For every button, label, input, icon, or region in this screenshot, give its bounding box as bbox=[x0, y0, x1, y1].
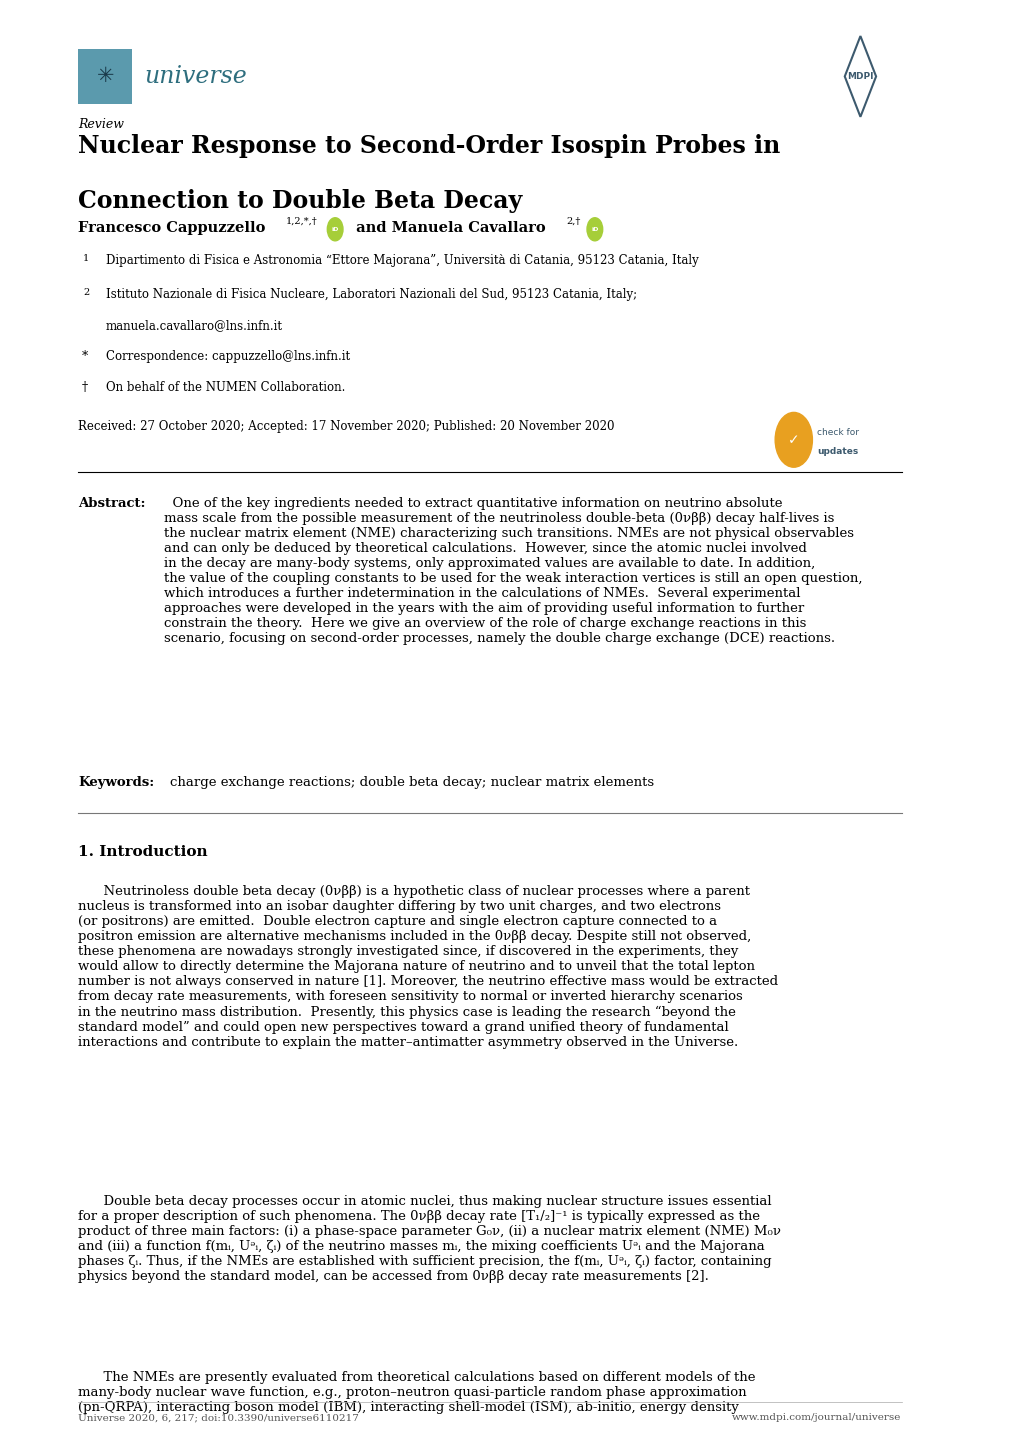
Text: *: * bbox=[82, 350, 88, 363]
Text: On behalf of the NUMEN Collaboration.: On behalf of the NUMEN Collaboration. bbox=[106, 381, 344, 394]
Text: †: † bbox=[82, 381, 88, 394]
Circle shape bbox=[774, 412, 811, 467]
Text: Neutrinoless double beta decay (0νββ) is a hypothetic class of nuclear processes: Neutrinoless double beta decay (0νββ) is… bbox=[78, 885, 777, 1048]
FancyBboxPatch shape bbox=[78, 49, 132, 104]
Text: The NMEs are presently evaluated from theoretical calculations based on differen: The NMEs are presently evaluated from th… bbox=[78, 1371, 755, 1415]
Text: check for: check for bbox=[816, 428, 858, 437]
Text: 1,2,*,†: 1,2,*,† bbox=[286, 216, 318, 225]
Text: iD: iD bbox=[591, 226, 598, 232]
Text: Istituto Nazionale di Fisica Nucleare, Laboratori Nazionali del Sud, 95123 Catan: Istituto Nazionale di Fisica Nucleare, L… bbox=[106, 288, 636, 301]
Text: ✓: ✓ bbox=[788, 433, 799, 447]
Text: manuela.cavallaro@lns.infn.it: manuela.cavallaro@lns.infn.it bbox=[106, 319, 282, 332]
Text: MDPI: MDPI bbox=[847, 72, 873, 81]
Text: Review: Review bbox=[78, 118, 124, 131]
Text: 1. Introduction: 1. Introduction bbox=[78, 845, 208, 859]
Circle shape bbox=[327, 218, 342, 241]
Text: Dipartimento di Fisica e Astronomia “Ettore Majorana”, Università di Catania, 95: Dipartimento di Fisica e Astronomia “Ett… bbox=[106, 254, 698, 267]
Text: Keywords:: Keywords: bbox=[78, 776, 155, 789]
Text: Double beta decay processes occur in atomic nuclei, thus making nuclear structur: Double beta decay processes occur in ato… bbox=[78, 1195, 781, 1283]
Text: Francesco Cappuzzello: Francesco Cappuzzello bbox=[78, 221, 266, 235]
Text: and Manuela Cavallaro: and Manuela Cavallaro bbox=[351, 221, 545, 235]
Circle shape bbox=[587, 218, 602, 241]
Text: universe: universe bbox=[144, 65, 247, 88]
Text: Received: 27 October 2020; Accepted: 17 November 2020; Published: 20 November 20: Received: 27 October 2020; Accepted: 17 … bbox=[78, 420, 614, 433]
Text: 2,†: 2,† bbox=[566, 216, 580, 225]
Text: Nuclear Response to Second-Order Isospin Probes in: Nuclear Response to Second-Order Isospin… bbox=[78, 134, 780, 159]
Text: iD: iD bbox=[331, 226, 338, 232]
Text: One of the key ingredients needed to extract quantitative information on neutrin: One of the key ingredients needed to ext… bbox=[163, 497, 861, 646]
Text: Abstract:: Abstract: bbox=[78, 497, 146, 510]
Text: www.mdpi.com/journal/universe: www.mdpi.com/journal/universe bbox=[732, 1413, 901, 1422]
Text: Universe 2020, 6, 217; doi:10.3390/universe6110217: Universe 2020, 6, 217; doi:10.3390/unive… bbox=[78, 1413, 359, 1422]
Text: ✳: ✳ bbox=[97, 66, 114, 87]
Text: 2: 2 bbox=[84, 288, 90, 297]
Text: 1: 1 bbox=[84, 254, 90, 262]
Text: charge exchange reactions; double beta decay; nuclear matrix elements: charge exchange reactions; double beta d… bbox=[169, 776, 653, 789]
Text: updates: updates bbox=[816, 447, 858, 456]
Text: Correspondence: cappuzzello@lns.infn.it: Correspondence: cappuzzello@lns.infn.it bbox=[106, 350, 350, 363]
Text: Connection to Double Beta Decay: Connection to Double Beta Decay bbox=[78, 189, 522, 213]
